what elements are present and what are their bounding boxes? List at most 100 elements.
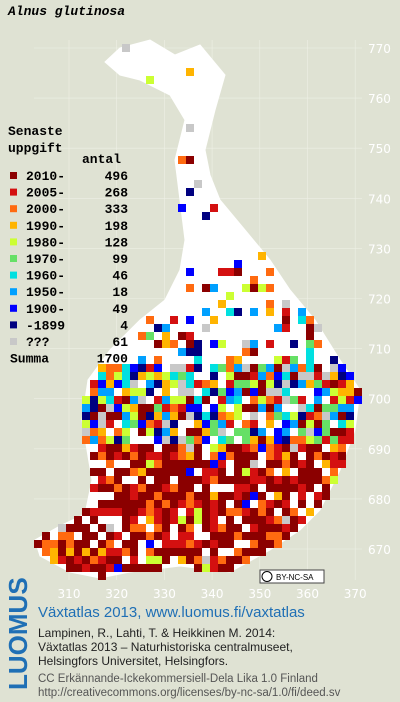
grid-square [154, 500, 162, 508]
grid-square [170, 364, 178, 372]
grid-square [98, 388, 106, 396]
grid-square [298, 436, 306, 444]
grid-square [274, 372, 282, 380]
grid-square [266, 364, 274, 372]
grid-square [210, 340, 218, 348]
grid-square [186, 524, 194, 532]
grid-square [122, 436, 130, 444]
citation: Växtatlas 2013 – Naturhistoriska central… [38, 640, 293, 654]
grid-square [194, 180, 202, 188]
grid-square [338, 396, 346, 404]
grid-square [106, 364, 114, 372]
grid-square [330, 412, 338, 420]
grid-square [298, 500, 306, 508]
easting-label: 340 [201, 587, 224, 601]
grid-square [146, 364, 154, 372]
grid-square [98, 572, 106, 580]
grid-square [106, 564, 114, 572]
grid-square [106, 412, 114, 420]
grid-square [98, 468, 106, 476]
northing-label: 760 [368, 92, 391, 106]
grid-square [258, 540, 266, 548]
grid-square [114, 564, 122, 572]
legend-label: 1990- [26, 219, 65, 234]
grid-square [122, 372, 130, 380]
license: CC Erkännande-Ickekommersiell-Dela Lika … [38, 673, 318, 685]
grid-square [266, 484, 274, 492]
grid-square [306, 476, 314, 484]
grid-square [226, 556, 234, 564]
grid-square [242, 476, 250, 484]
grid-square [122, 524, 130, 532]
grid-square [210, 404, 218, 412]
grid-square [234, 468, 242, 476]
grid-square [138, 532, 146, 540]
grid-square [106, 436, 114, 444]
grid-square [146, 452, 154, 460]
grid-square [210, 316, 218, 324]
grid-square [74, 548, 82, 556]
legend-label: 1950- [26, 285, 65, 300]
grid-square [306, 412, 314, 420]
grid-square [122, 396, 130, 404]
grid-square [250, 404, 258, 412]
grid-square [122, 564, 130, 572]
grid-square [106, 372, 114, 380]
grid-square [122, 444, 130, 452]
grid-square [146, 484, 154, 492]
grid-square [242, 372, 250, 380]
grid-square [290, 460, 298, 468]
grid-square [242, 348, 250, 356]
grid-square [90, 404, 98, 412]
grid-square [242, 460, 250, 468]
grid-square [282, 364, 290, 372]
grid-square [226, 564, 234, 572]
grid-square [210, 476, 218, 484]
grid-square [202, 324, 210, 332]
legend-swatch [10, 188, 17, 196]
grid-square [122, 540, 130, 548]
grid-square [178, 468, 186, 476]
grid-square [170, 508, 178, 516]
grid-square [266, 388, 274, 396]
grid-square [258, 524, 266, 532]
legend-count: 198 [105, 219, 129, 234]
grid-square [338, 420, 346, 428]
grid-square [298, 492, 306, 500]
grid-square [194, 436, 202, 444]
grid-square [234, 444, 242, 452]
grid-square [322, 492, 330, 500]
grid-square [98, 412, 106, 420]
grid-square [218, 556, 226, 564]
grid-square [194, 548, 202, 556]
grid-square [90, 428, 98, 436]
grid-square [162, 372, 170, 380]
grid-square [274, 476, 282, 484]
footer-link[interactable]: Växtatlas 2013, www.luomus.fi/vaxtatlas [38, 604, 305, 621]
grid-square [218, 404, 226, 412]
grid-square [274, 500, 282, 508]
grid-square [194, 404, 202, 412]
grid-square [306, 332, 314, 340]
grid-square [282, 356, 290, 364]
grid-square [322, 428, 330, 436]
grid-square [258, 404, 266, 412]
grid-square [210, 540, 218, 548]
grid-square [186, 556, 194, 564]
grid-square [210, 524, 218, 532]
grid-square [242, 444, 250, 452]
grid-square [154, 564, 162, 572]
grid-square [282, 308, 290, 316]
grid-square [130, 452, 138, 460]
grid-square [138, 468, 146, 476]
license-url[interactable]: http://creativecommons.org/licenses/by-n… [38, 687, 341, 699]
grid-square [346, 396, 354, 404]
grid-square [234, 268, 242, 276]
grid-square [130, 548, 138, 556]
grid-square [210, 460, 218, 468]
grid-square [130, 516, 138, 524]
grid-square [226, 540, 234, 548]
grid-square [202, 380, 210, 388]
grid-square [258, 532, 266, 540]
grid-square [250, 468, 258, 476]
